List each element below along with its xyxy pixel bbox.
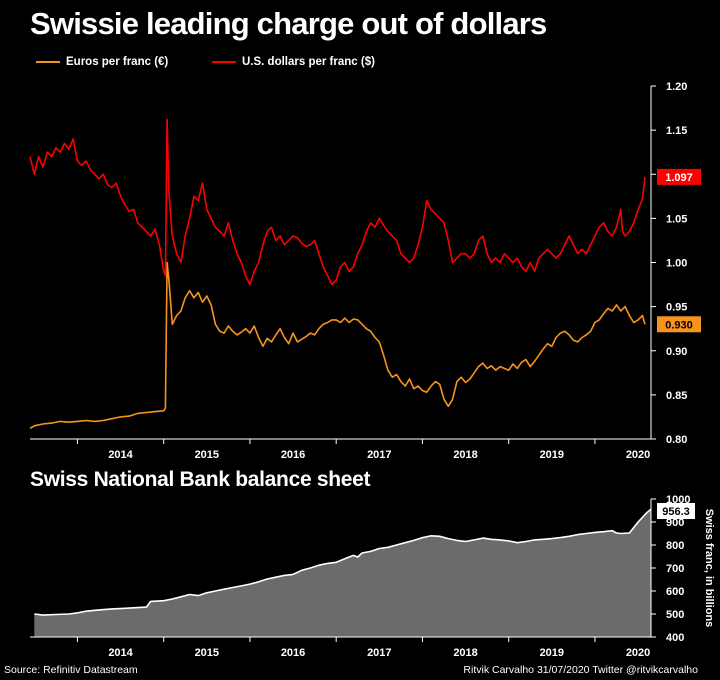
source-note: Source: Refinitiv Datastream [4,664,138,676]
y-tick-label-top: 1.05 [666,213,687,225]
legend-item-usd: U.S. dollars per franc ($) [212,56,375,68]
last-value-label-balance: 956.3 [662,506,690,518]
last-value-box-balance [657,503,695,519]
legend-item-eur: Euros per franc (€) [36,56,168,68]
balance-sheet-line [34,508,652,616]
x-tick-label-top: 2020 [626,449,650,461]
y-tick-label-bottom: 400 [666,632,684,644]
x-tick-label-bottom: 2018 [453,647,477,659]
x-tick-label-top: 2014 [108,449,133,461]
x-tick-label-bottom: 2020 [626,647,650,659]
legend-label-usd: U.S. dollars per franc ($) [242,56,375,68]
y-tick-label-top: 0.80 [666,434,687,446]
credit-note: Ritvik Carvalho 31/07/2020 Twitter @ritv… [463,664,698,676]
y-tick-label-top: 0.90 [666,346,687,358]
y-tick-label-bottom: 600 [666,586,684,598]
y-tick-label-top: 0.85 [666,390,687,402]
y-tick-label-top: 1.20 [666,81,687,93]
legend-swatch-eur [36,61,60,63]
x-tick-label-top: 2018 [453,449,477,461]
series-line-eur [29,261,646,430]
y-tick-label-top: 1.15 [666,125,687,137]
balance-sheet-area [34,509,652,637]
x-tick-label-top: 2019 [540,449,564,461]
y-axis-label-bottom: Swiss franc, in billions [703,509,715,628]
x-tick-label-top: 2015 [195,449,219,461]
x-tick-label-bottom: 2015 [195,647,219,659]
y-tick-label-bottom: 500 [666,609,684,621]
x-tick-label-bottom: 2019 [540,647,564,659]
legend-label-eur: Euros per franc (€) [66,56,169,68]
x-tick-label-top: 2016 [281,449,305,461]
balance-sheet-title: Swiss National Bank balance sheet [30,468,371,491]
x-tick-label-bottom: 2014 [108,647,133,659]
y-tick-label-top: 0.95 [666,302,687,314]
y-tick-label-bottom: 700 [666,563,684,575]
chart-title: Swissie leading charge out of dollars [30,6,547,41]
x-tick-label-bottom: 2017 [367,647,391,659]
last-value-box-eur [657,316,701,333]
y-tick-label-bottom: 900 [666,517,684,529]
x-tick-label-bottom: 2016 [281,647,305,659]
series-line-usd [29,118,646,286]
last-value-label-usd: 1.097 [665,172,693,184]
x-tick-label-top: 2017 [367,449,391,461]
legend-swatch-usd [212,61,236,63]
last-value-label-eur: 0.930 [665,319,693,331]
y-tick-label-top: 1.00 [666,258,687,270]
last-value-box-usd [657,168,701,185]
y-tick-label-bottom: 800 [666,540,684,552]
